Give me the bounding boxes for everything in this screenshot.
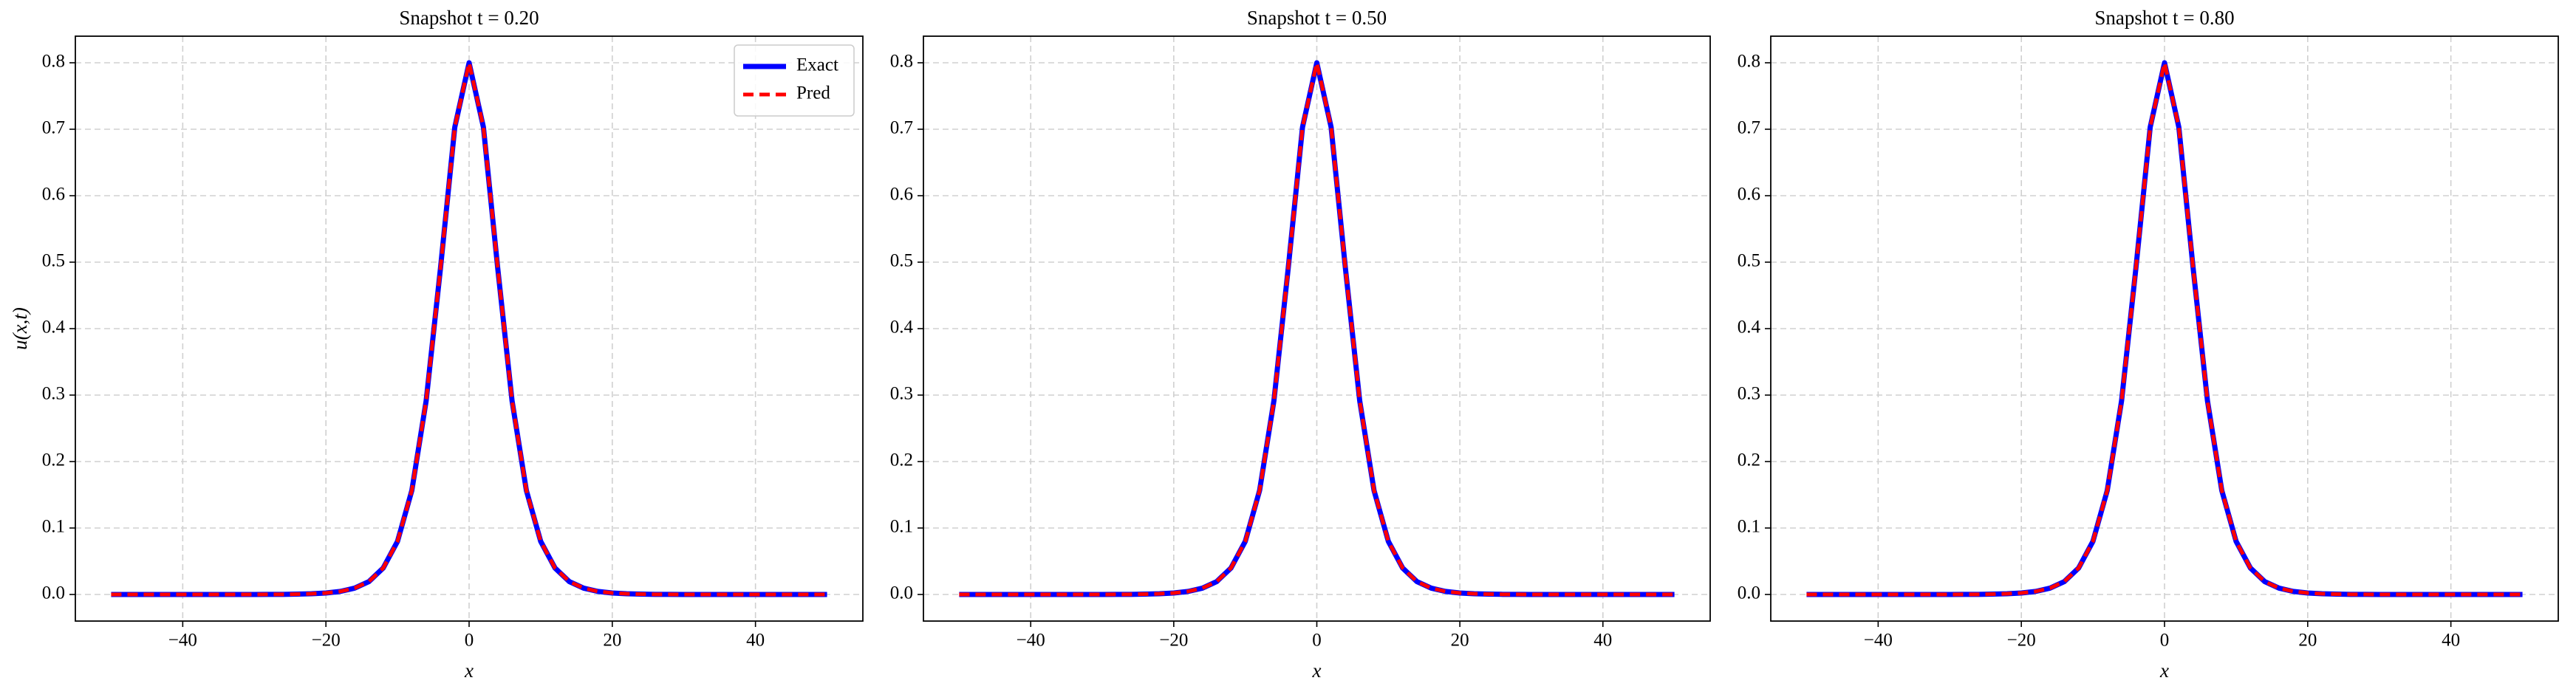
x-axis-label: x [464, 659, 474, 682]
x-tick-label: 0 [465, 631, 474, 651]
chart-title: Snapshot t = 0.50 [1247, 7, 1387, 29]
x-tick-label: 40 [1593, 631, 1612, 651]
x-tick-label: 0 [2160, 631, 2170, 651]
y-tick-label: 0.6 [890, 185, 913, 205]
y-tick-label: 0.3 [890, 384, 913, 404]
x-tick-label: −20 [1159, 631, 1188, 651]
series-line [111, 61, 827, 597]
y-tick-label: 0.7 [890, 118, 913, 138]
y-tick-label: 0.2 [890, 450, 913, 470]
x-tick-label: −20 [312, 631, 341, 651]
y-tick-label: 0.6 [42, 185, 65, 205]
legend-box [734, 44, 855, 117]
chart-title: Snapshot t = 0.20 [399, 7, 539, 29]
y-axis-label: u(x,t) [9, 307, 31, 350]
y-tick-label: 0.5 [42, 251, 65, 271]
y-tick-label: 0.3 [1738, 384, 1760, 404]
y-tick-label: 0.8 [890, 52, 913, 72]
x-tick-label: 20 [603, 631, 621, 651]
y-tick-label: 0.0 [890, 583, 913, 603]
x-axis-label: x [2159, 659, 2169, 682]
y-tick-label: 0.8 [42, 52, 65, 72]
y-tick-label: 0.2 [1738, 450, 1760, 470]
y-tick-label: 0.6 [1738, 185, 1760, 205]
x-tick-label: 40 [2442, 631, 2460, 651]
axes-frame [923, 35, 1711, 622]
chart-title: Snapshot t = 0.80 [2094, 7, 2234, 29]
y-tick-label: 0.4 [42, 318, 66, 337]
y-tick-label: 0.5 [1738, 251, 1760, 271]
y-tick-label: 0.7 [42, 118, 65, 138]
y-tick-label: 0.8 [1738, 52, 1760, 72]
axes-frame [1770, 35, 2559, 622]
x-tick-label: 20 [2298, 631, 2317, 651]
legend-label: Pred [796, 83, 830, 103]
x-tick-label: 40 [746, 631, 765, 651]
x-tick-label: −40 [168, 631, 197, 651]
y-tick-label: 0.4 [890, 318, 914, 337]
series-line [1806, 61, 2523, 597]
x-tick-label: −20 [2007, 631, 2036, 651]
y-tick-label: 0.1 [890, 517, 913, 537]
x-tick-label: 0 [1312, 631, 1322, 651]
axes-frame [75, 35, 864, 622]
y-tick-label: 0.3 [42, 384, 65, 404]
y-tick-label: 0.2 [42, 450, 65, 470]
y-tick-label: 0.1 [1738, 517, 1760, 537]
y-tick-label: 0.5 [890, 251, 913, 271]
x-tick-label: 20 [1451, 631, 1469, 651]
y-tick-label: 0.0 [1738, 583, 1760, 603]
x-tick-label: −40 [1864, 631, 1893, 651]
y-tick-label: 0.7 [1738, 118, 1760, 138]
y-tick-label: 0.1 [42, 517, 65, 537]
x-axis-label: x [1312, 659, 1322, 682]
y-tick-label: 0.0 [42, 583, 65, 603]
series-line [959, 61, 1675, 597]
y-tick-label: 0.4 [1738, 318, 1761, 337]
legend-label: Exact [796, 55, 838, 75]
x-tick-label: −40 [1017, 631, 1045, 651]
